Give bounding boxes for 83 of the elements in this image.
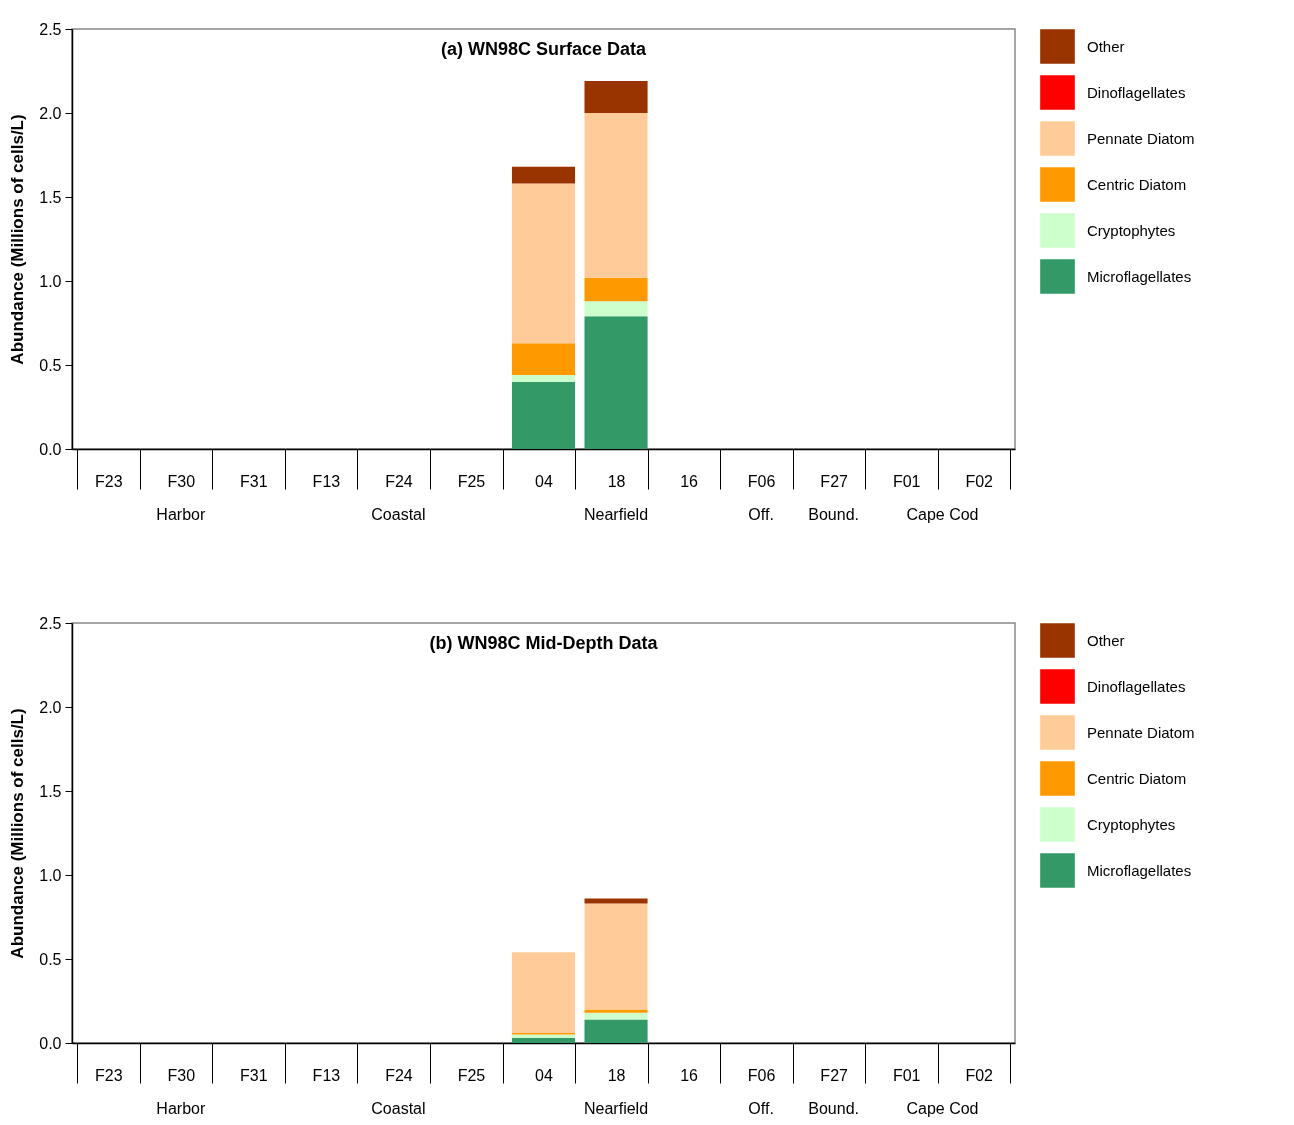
bar	[511, 952, 576, 1033]
y-tick-label: 1.5	[39, 188, 62, 206]
x-tick-label: F13	[312, 472, 341, 490]
legend-label: Microflagellates	[1087, 267, 1192, 285]
text: Cape Cod	[906, 506, 979, 523]
legend-label: Centric Diatom	[1087, 175, 1187, 193]
y-tick-label: 2.5	[39, 20, 62, 38]
x-tick-label: F13	[312, 1066, 341, 1084]
x-tick-label: F23	[94, 472, 123, 490]
y-tick-label: 0.5	[39, 356, 62, 374]
bar	[511, 1037, 576, 1043]
x-tick-label: F06	[747, 472, 776, 490]
text: Harbor	[156, 1100, 206, 1117]
y-tick-label: 0.5	[39, 950, 62, 968]
x-tick-label: F02	[965, 1066, 994, 1084]
x-tick-label: 16	[680, 472, 699, 490]
x-tick-label: 18	[607, 472, 626, 490]
y-axis-title: Abundance (Millions of cells/L)	[8, 114, 28, 365]
bar	[584, 1009, 648, 1013]
text: Nearfield	[584, 506, 649, 523]
bar	[584, 277, 648, 302]
text: Other	[1087, 631, 1125, 649]
x-tick-label: 18	[607, 1066, 626, 1084]
legend-label: Pennate Diatom	[1087, 129, 1195, 147]
legend-label: Cryptophytes	[1087, 221, 1176, 239]
y-tick-label: 1.5	[39, 782, 62, 800]
legend-label: Dinoflagellates	[1087, 83, 1186, 101]
legend-label: Microflagellates	[1087, 861, 1192, 879]
bar	[584, 316, 648, 449]
legend-label: Other	[1087, 37, 1125, 55]
x-tick-label: F25	[457, 472, 486, 490]
bar	[511, 183, 576, 344]
legend-label: Dinoflagellates	[1087, 677, 1186, 695]
bar	[584, 1019, 648, 1043]
bar	[584, 113, 648, 278]
y-axis-title: Abundance (Millions of cells/L)	[8, 708, 28, 959]
x-tick-label: F31	[240, 1066, 268, 1084]
x-tick-label: 16	[680, 1066, 699, 1084]
x-tick-label: F06	[747, 1066, 776, 1084]
text: Off.	[748, 506, 774, 523]
x-tick-label: F30	[167, 472, 196, 490]
x-tick-label: 04	[535, 472, 553, 490]
legend-label: Cryptophytes	[1087, 815, 1176, 833]
text: Bound.	[808, 1100, 860, 1117]
text: Cape Cod	[906, 1100, 979, 1117]
x-tick-label: F23	[94, 1066, 123, 1084]
text: Nearfield	[584, 1100, 649, 1117]
bar	[584, 301, 648, 317]
y-tick-label: 2.0	[39, 698, 62, 716]
bar	[511, 166, 576, 184]
text: Coastal	[371, 1100, 426, 1117]
bar	[584, 903, 648, 1010]
text: Pennate Diatom	[1087, 723, 1195, 741]
text: (b) WN98C Mid-Depth Data	[429, 633, 659, 653]
text: Off.	[748, 1100, 774, 1117]
x-tick-label: F24	[385, 1066, 413, 1084]
x-tick-label: F24	[385, 472, 413, 490]
x-tick-label: F27	[820, 1066, 849, 1084]
text: (a) WN98C Surface Data	[440, 39, 648, 59]
y-tick-label: 0.0	[39, 440, 62, 458]
y-tick-label: 0.0	[39, 1034, 62, 1052]
x-tick-label: F02	[965, 472, 994, 490]
bar	[584, 1012, 648, 1020]
text: Centric Diatom	[1087, 769, 1187, 787]
x-tick-label: F01	[892, 1066, 921, 1084]
bar	[584, 898, 648, 904]
y-tick-label: 2.0	[39, 104, 62, 122]
bar	[584, 81, 648, 113]
x-tick-label: F01	[892, 472, 921, 490]
text: Coastal	[371, 506, 426, 523]
x-tick-label: F27	[820, 472, 849, 490]
y-tick-label: 1.0	[39, 866, 62, 884]
x-tick-label: 04	[535, 1066, 553, 1084]
bar	[511, 381, 576, 449]
y-tick-label: 2.5	[39, 614, 62, 632]
x-tick-label: F30	[167, 1066, 196, 1084]
x-tick-label: F25	[457, 1066, 486, 1084]
text: Harbor	[156, 506, 206, 523]
bar	[511, 375, 576, 382]
y-tick-label: 1.0	[39, 272, 62, 290]
bar	[511, 343, 576, 376]
x-tick-label: F31	[240, 472, 268, 490]
text: Bound.	[808, 506, 860, 523]
